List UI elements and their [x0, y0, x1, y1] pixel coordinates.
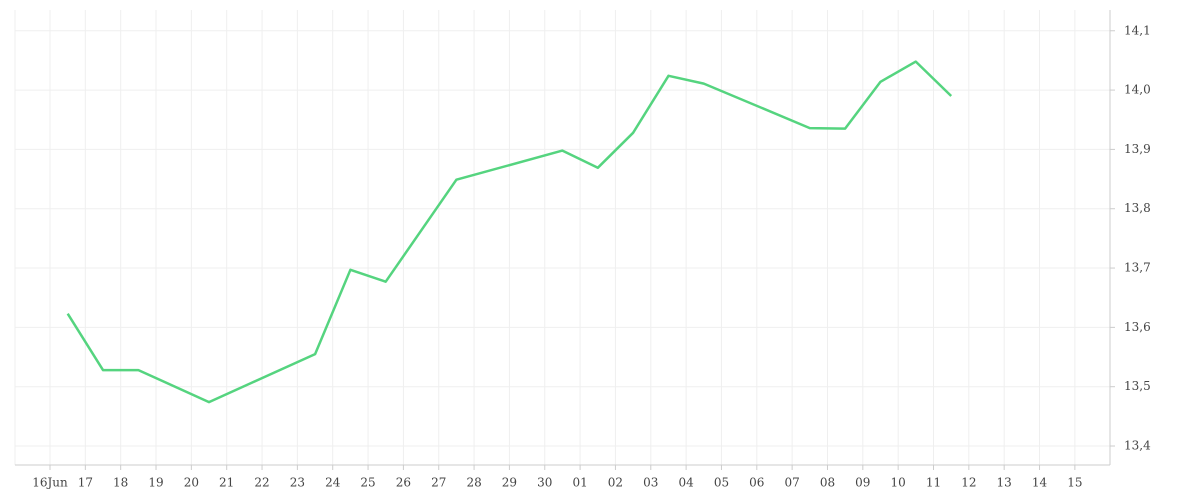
x-tick-label: 22 — [254, 476, 269, 490]
y-tick-label: 13,5 — [1124, 379, 1151, 393]
x-tick-label: 29 — [502, 476, 517, 490]
x-tick-label: 15 — [1067, 476, 1082, 490]
x-tick-label: 10 — [891, 476, 906, 490]
x-tick-label: 09 — [855, 476, 870, 490]
x-tick-label: 16Jun — [32, 476, 68, 490]
x-tick-label: 06 — [749, 476, 764, 490]
line — [66, 60, 953, 404]
x-tick-label: 18 — [113, 476, 128, 490]
y-tick-label: 14,0 — [1124, 83, 1151, 97]
x-tick-label: 03 — [643, 476, 658, 490]
y-tick-label: 13,6 — [1124, 320, 1151, 334]
x-tick-label: 30 — [537, 476, 552, 490]
x-tick-label: 24 — [325, 476, 341, 490]
x-tick-label: 14 — [1032, 476, 1048, 490]
x-tick-label: 17 — [78, 476, 93, 490]
x-tick-label: 07 — [784, 476, 799, 490]
x-tick-label: 04 — [678, 476, 694, 490]
y-tick-label: 14,1 — [1124, 23, 1151, 37]
x-tick-label: 21 — [219, 476, 234, 490]
x-tick-label: 05 — [714, 476, 729, 490]
x-tick-label: 25 — [360, 476, 375, 490]
x-tick-label: 13 — [997, 476, 1012, 490]
x-tick-label: 19 — [148, 476, 163, 490]
x-tick-label: 20 — [184, 476, 199, 490]
x-tick-label: 27 — [431, 476, 446, 490]
y-tick-label: 13,7 — [1124, 261, 1151, 275]
y-tick-label: 13,9 — [1124, 142, 1151, 156]
x-tick-label: 11 — [926, 476, 941, 490]
x-tick-label: 28 — [466, 476, 481, 490]
x-tick-label: 08 — [820, 476, 835, 490]
y-tick-label: 13,4 — [1124, 439, 1151, 453]
x-tick-label: 12 — [961, 476, 976, 490]
x-tick-label: 02 — [608, 476, 623, 490]
x-tick-label: 01 — [572, 476, 587, 490]
y-tick-label: 13,8 — [1124, 201, 1151, 215]
x-tick-label: 23 — [290, 476, 305, 490]
x-tick-label: 26 — [396, 476, 411, 490]
